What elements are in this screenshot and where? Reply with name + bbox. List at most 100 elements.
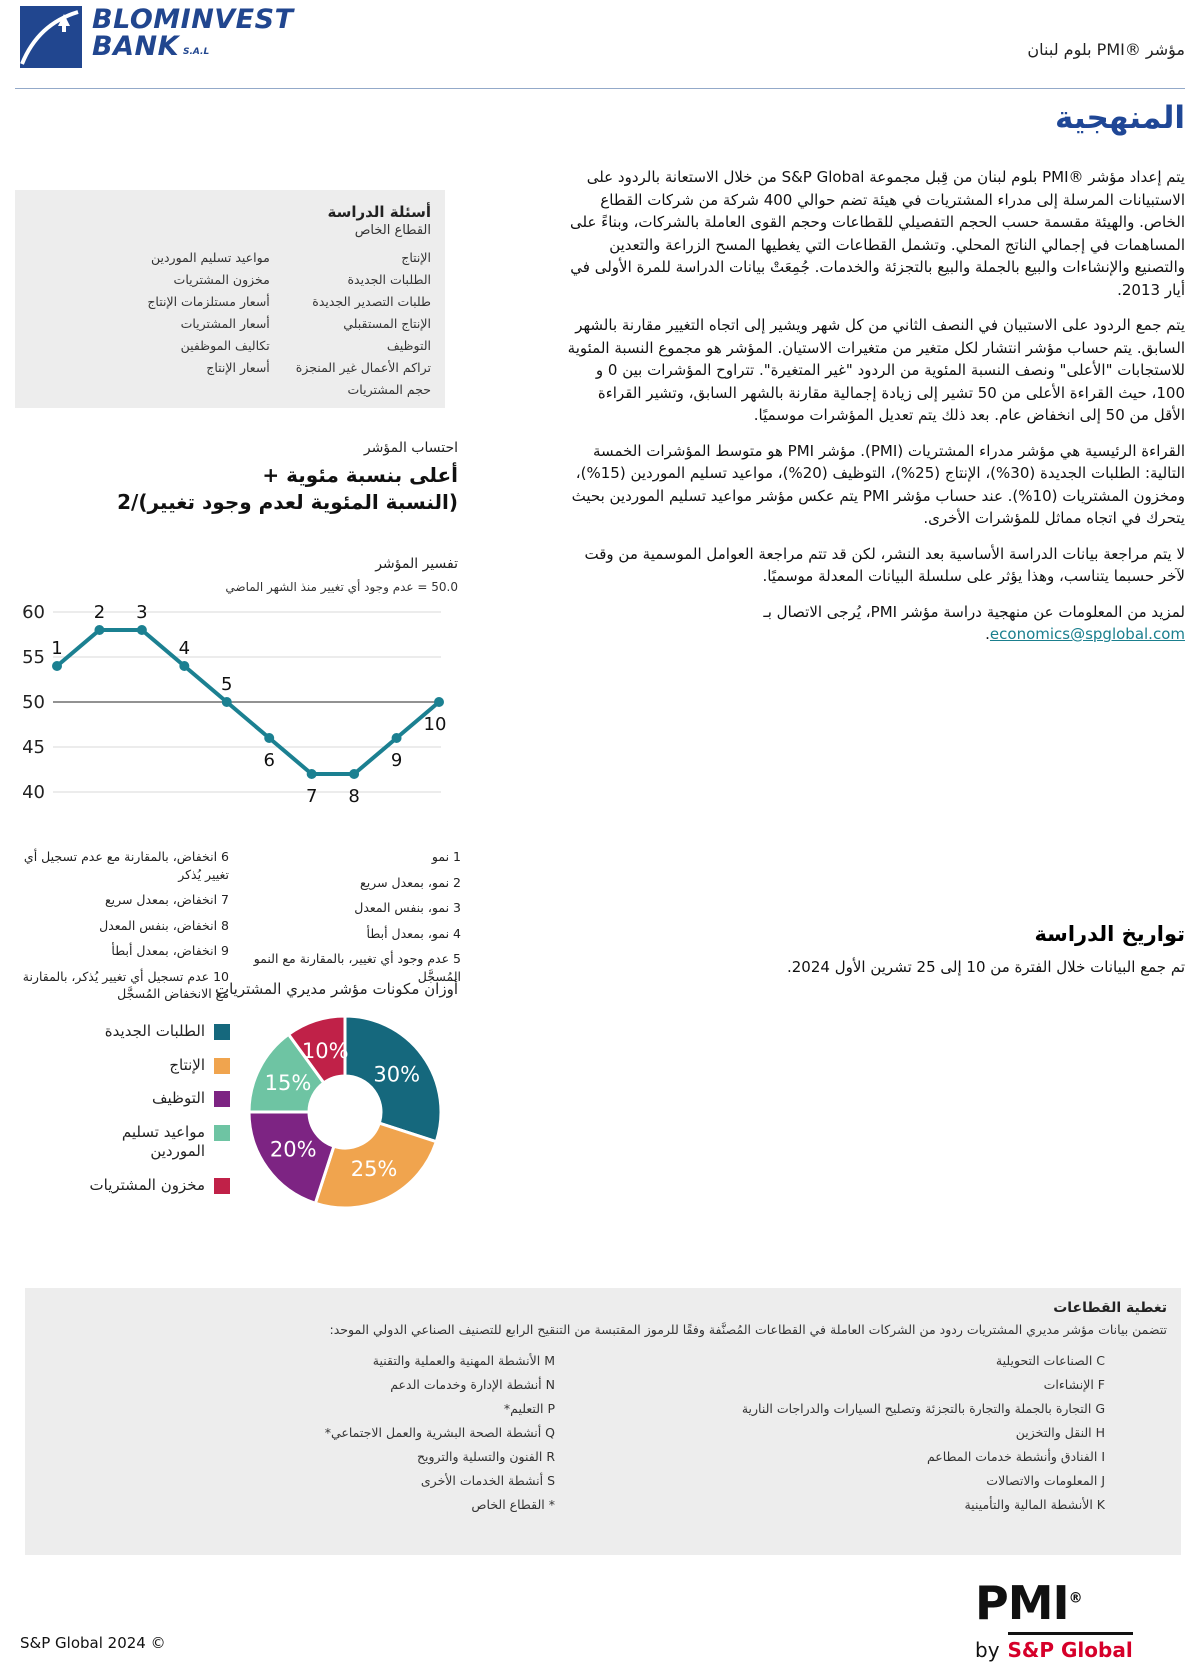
pmi-byline: by S&P Global	[975, 1632, 1135, 1662]
svg-text:55: 55	[22, 647, 45, 668]
index-calculation: احتساب المؤشر أعلى بنسبة مئوية + (النسبة…	[15, 440, 458, 516]
list-item: أسعار الإنتاج	[206, 360, 270, 375]
list-item: K الأنشطة المالية والتأمينية	[964, 1497, 1105, 1512]
list-item: حجم المشتريات	[347, 382, 431, 397]
spglobal-wordmark: S&P Global	[1007, 1632, 1133, 1662]
survey-questions-title: أسئلة الدراسة	[327, 203, 431, 221]
svg-text:9: 9	[391, 750, 402, 771]
list-item: 3 نمو، بنفس المعدل	[354, 900, 461, 915]
footer-copyright: S&P Global 2024 ©	[20, 1634, 166, 1652]
legend-swatch	[214, 1024, 230, 1040]
formula-line1: أعلى بنسبة مئوية +	[262, 463, 458, 487]
pmi-weights-title: أوزان مكونات مؤشر مديري المشتريات	[214, 980, 458, 998]
svg-text:8: 8	[348, 786, 359, 807]
paragraph: يتم إعداد مؤشر ®PMI بلوم لبنان من قِبل م…	[570, 168, 1185, 299]
sector-coverage-intro: تتضمن بيانات مؤشر مديري المشتريات ردود م…	[329, 1322, 1167, 1337]
pmi-weights-chart: 30% 25% 20% 15% 10%	[243, 1010, 447, 1218]
list-item: مواعيد تسليم الموردين	[150, 250, 270, 265]
svg-text:5: 5	[221, 674, 232, 695]
legend-swatch	[214, 1124, 230, 1141]
list-item: أسعار المشتريات	[180, 316, 270, 331]
registered-mark: ®	[1068, 1590, 1083, 1607]
paragraph: يتم جمع الردود على الاستبيان في النصف ال…	[567, 316, 1185, 424]
list-item: 1 نمو	[431, 849, 461, 864]
legend-item: مواعيد تسليم الموردين	[18, 1123, 230, 1162]
legend-label: مخزون المشتريات	[89, 1175, 205, 1194]
svg-text:7: 7	[306, 786, 317, 807]
svg-text:2: 2	[94, 602, 105, 623]
list-item: التوظيف	[386, 338, 431, 353]
list-item: 8 انخفاض، بنفس المعدل	[99, 917, 229, 933]
sector-coverage-box: تغطية القطاعات تتضمن بيانات مؤشر مديري ا…	[25, 1288, 1181, 1555]
blominvest-logo-icon	[20, 6, 82, 68]
list-item: طلبات التصدير الجديدة	[312, 294, 431, 309]
list-item: 10 عدم تسجيل أي تغيير يُذكر، بالمقارنة م…	[22, 968, 229, 1002]
blominvest-logo: BLOMINVEST BANK S.A.L	[20, 6, 294, 68]
list-item: P التعليم*	[503, 1401, 555, 1416]
sectors-col-left: M الأنشطة المهنية والعملية والتقنية N أنش…	[39, 1353, 603, 1521]
doc-title: مؤشر ®PMI بلوم لبنان	[1027, 40, 1185, 59]
pmi-wordmark: PMI®	[975, 1576, 1083, 1630]
list-item: تكاليف الموظفين	[180, 338, 270, 353]
formula-line2: (النسبة المئوية لعدم وجود تغيير)/2	[117, 490, 458, 514]
survey-questions-col-a: الإنتاج الطلبات الجديدة طلبات التصدير الجد…	[296, 250, 431, 404]
svg-text:3: 3	[136, 602, 147, 623]
list-item: * القطاع الخاص	[471, 1497, 555, 1512]
legend-item: مخزون المشتريات	[18, 1176, 230, 1196]
list-item: F الإنشاءات	[1043, 1377, 1105, 1392]
svg-text:6: 6	[263, 750, 274, 771]
list-item: مخزون المشتريات	[173, 272, 270, 287]
survey-questions-col-b: مواعيد تسليم الموردين مخزون المشتريات أسعا…	[147, 250, 269, 404]
survey-dates-text: تم جمع البيانات خلال الفترة من 10 إلى 25…	[786, 958, 1185, 976]
index-interpretation-chart: 60 55 50 45 40 1 2 3 4 5 6 7 8 9 10	[15, 592, 447, 828]
sector-coverage-title: تغطية القطاعات	[1053, 1300, 1167, 1316]
list-item: 6 انخفاض، بالمقارنة مع عدم تسجيل أي تغيي…	[23, 849, 229, 882]
svg-text:30%: 30%	[373, 1062, 420, 1086]
list-item: I الفنادق وأنشطة خدمات المطاعم	[926, 1449, 1105, 1464]
list-item: الطلبات الجديدة	[347, 272, 432, 287]
survey-questions-box: أسئلة الدراسة القطاع الخاص الإنتاج الطلبا…	[15, 190, 445, 408]
list-item: S أنشطة الخدمات الأخرى	[420, 1473, 555, 1488]
email-link[interactable]: economics@spglobal.com	[989, 625, 1185, 643]
legend-label: التوظيف	[151, 1089, 205, 1107]
logo-suffix: S.A.L	[183, 47, 210, 57]
list-item: 9 انخفاض، بمعدل أبطأ	[111, 943, 229, 958]
paragraph: القراءة الرئيسية هي مؤشر مدراء المشتريات…	[571, 441, 1185, 528]
contact-paragraph: لمزيد من المعلومات عن منهجية دراسة مؤشر …	[565, 601, 1185, 646]
svg-text:25%: 25%	[351, 1157, 398, 1181]
svg-text:20%: 20%	[270, 1138, 317, 1162]
svg-text:45: 45	[22, 737, 45, 758]
list-item: الإنتاج المستقبلي	[343, 316, 431, 331]
sectors-col-right: C الصناعات التحويلية F الإنشاءات G التجارة…	[603, 1353, 1167, 1521]
index-calc-formula: أعلى بنسبة مئوية + (النسبة المئوية لعدم …	[15, 462, 458, 516]
svg-text:4: 4	[179, 638, 190, 659]
legend-col-growth: 1 نمو 2 نمو، بمعدل سريع 3 نمو، بنفس المعدل…	[243, 848, 461, 1011]
list-item: الإنتاج	[401, 250, 431, 265]
list-item: M الأنشطة المهنية والعملية والتقنية	[372, 1353, 555, 1368]
index-interpretation-note: 50.0 = عدم وجود أي تغيير منذ الشهر الماض…	[225, 580, 458, 594]
interpretation-legend: 6 انخفاض، بالمقارنة مع عدم تسجيل أي تغيي…	[15, 848, 461, 1011]
list-item: R الفنون والتسلية والترويح	[416, 1449, 555, 1464]
list-item: H النقل والتخزين	[1015, 1425, 1105, 1440]
legend-swatch	[214, 1177, 230, 1194]
blominvest-logo-text: BLOMINVEST BANK S.A.L	[92, 6, 294, 60]
contact-text: لمزيد من المعلومات عن منهجية دراسة مؤشر …	[763, 602, 1185, 621]
svg-text:50: 50	[22, 692, 45, 713]
legend-label: مواعيد تسليم الموردين	[121, 1122, 205, 1161]
donut-chart-svg: 30% 25% 20% 15% 10%	[247, 1014, 443, 1210]
legend-col-decline: 6 انخفاض، بالمقارنة مع عدم تسجيل أي تغيي…	[15, 848, 229, 1011]
survey-dates-title: تواريخ الدراسة	[1034, 922, 1185, 946]
list-item: J المعلومات والاتصالات	[986, 1473, 1105, 1488]
contact-suffix: .	[985, 625, 990, 643]
legend-label: الطلبات الجديدة	[104, 1022, 205, 1040]
list-item: N أنشطة الإدارة وخدمات الدعم	[390, 1377, 555, 1392]
logo-line1: BLOMINVEST	[92, 4, 294, 35]
index-calc-label: احتساب المؤشر	[363, 440, 458, 456]
legend-item: الإنتاج	[18, 1056, 230, 1076]
methodology-body: يتم إعداد مؤشر ®PMI بلوم لبنان من قِبل م…	[565, 166, 1185, 659]
logo-line2: BANK	[92, 31, 179, 62]
list-item: 2 نمو، بمعدل سريع	[360, 874, 461, 890]
by-label: by	[975, 1638, 1000, 1662]
pmi-logo: PMI® by S&P Global	[975, 1580, 1135, 1662]
